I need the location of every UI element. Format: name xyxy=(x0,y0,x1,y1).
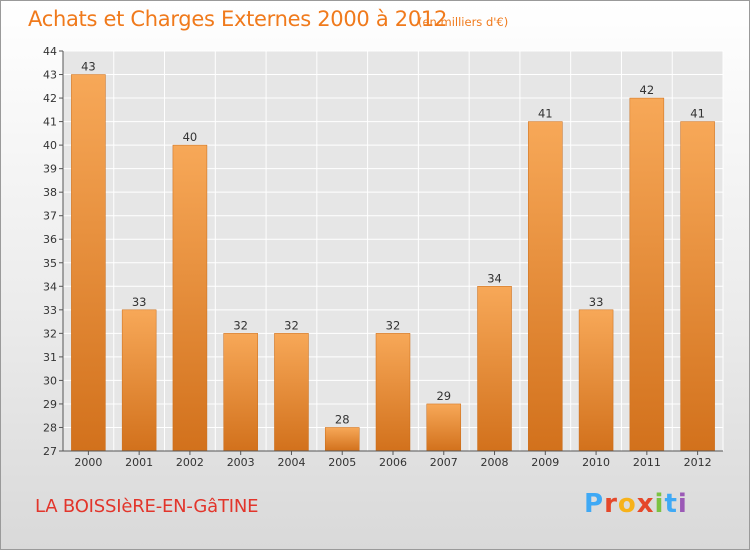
data-label: 28 xyxy=(335,412,350,426)
data-label: 34 xyxy=(487,271,502,285)
x-tick-label: 2007 xyxy=(430,456,458,469)
x-tick-label: 2008 xyxy=(481,456,509,469)
y-tick-label: 32 xyxy=(43,327,57,340)
logo-letter: r xyxy=(604,489,618,519)
logo-letter: t xyxy=(664,489,678,519)
y-tick-label: 38 xyxy=(43,186,57,199)
x-tick-label: 2002 xyxy=(176,456,204,469)
chart-title: Achats et Charges Externes 2000 à 2012 xyxy=(28,7,448,31)
data-label: 40 xyxy=(183,130,198,144)
x-tick-label: 2004 xyxy=(277,456,305,469)
y-tick-label: 43 xyxy=(43,69,57,82)
x-tick-label: 2003 xyxy=(227,456,255,469)
bar xyxy=(172,144,208,452)
commune-name: LA BOISSIèRE-EN-GâTINE xyxy=(35,496,259,517)
data-label: 32 xyxy=(284,318,299,332)
y-tick-label: 44 xyxy=(43,45,57,58)
x-tick-label: 2005 xyxy=(328,456,356,469)
x-tick-label: 2006 xyxy=(379,456,407,469)
bar xyxy=(121,309,157,452)
y-tick-label: 28 xyxy=(43,421,57,434)
bar xyxy=(578,309,614,452)
bar xyxy=(324,427,360,452)
bar xyxy=(375,333,411,452)
data-label: 33 xyxy=(132,295,147,309)
x-tick-label: 2012 xyxy=(684,456,712,469)
y-tick-label: 33 xyxy=(43,304,57,317)
x-tick-label: 2000 xyxy=(74,456,102,469)
y-tick-label: 39 xyxy=(43,163,57,176)
y-tick-label: 34 xyxy=(43,280,57,293)
data-label: 41 xyxy=(690,107,705,121)
y-tick-label: 31 xyxy=(43,351,57,364)
y-tick-label: 42 xyxy=(43,92,57,105)
data-label: 32 xyxy=(386,318,401,332)
data-label: 43 xyxy=(81,60,96,74)
y-tick-label: 35 xyxy=(43,257,57,270)
proxiti-logo: Proxiti xyxy=(584,489,688,519)
logo-letter: o xyxy=(617,489,637,519)
bar xyxy=(71,74,106,452)
y-tick-label: 30 xyxy=(43,374,57,387)
data-label: 33 xyxy=(589,295,604,309)
bar xyxy=(477,286,512,452)
x-tick-label: 2011 xyxy=(633,456,661,469)
logo-letter: P xyxy=(584,489,605,519)
data-label: 32 xyxy=(233,318,248,332)
logo-letter: i xyxy=(654,489,665,519)
bar xyxy=(426,403,462,452)
y-tick-label: 29 xyxy=(43,398,57,411)
x-tick-label: 2001 xyxy=(125,456,153,469)
x-tick-label: 2009 xyxy=(531,456,559,469)
logo-letter: i xyxy=(677,489,688,519)
x-tick-label: 2010 xyxy=(582,456,610,469)
bar xyxy=(274,333,309,452)
bar xyxy=(528,121,563,452)
y-tick-label: 37 xyxy=(43,210,57,223)
chart-subtitle: (en milliers d'€) xyxy=(418,15,509,29)
logo-letter: x xyxy=(636,489,655,519)
data-label: 41 xyxy=(538,107,553,121)
bar xyxy=(223,333,258,452)
bar xyxy=(680,121,715,452)
bar xyxy=(629,97,665,452)
y-tick-label: 27 xyxy=(43,445,57,458)
data-label: 42 xyxy=(640,83,655,97)
y-tick-label: 41 xyxy=(43,116,57,129)
y-tick-label: 36 xyxy=(43,233,57,246)
data-label: 29 xyxy=(436,389,451,403)
y-tick-label: 40 xyxy=(43,139,57,152)
